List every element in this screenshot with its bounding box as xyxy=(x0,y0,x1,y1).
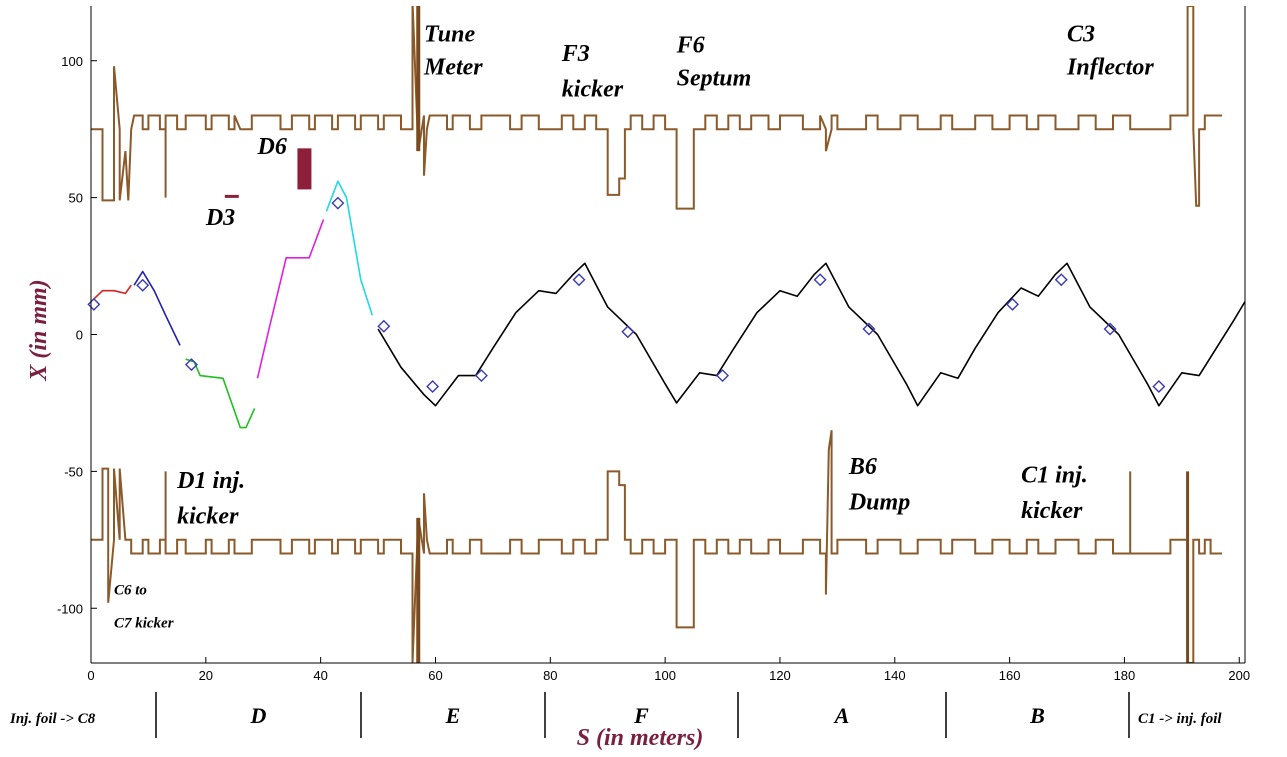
measurement-point xyxy=(862,322,876,336)
d6-aperture-block xyxy=(297,148,312,190)
element-annotation: Dump xyxy=(848,490,910,516)
orbit-series-2 xyxy=(185,358,256,429)
section-label: Inj. foil -> C8 xyxy=(9,711,96,727)
measurement-point xyxy=(1054,273,1068,287)
aperture-upper-line xyxy=(91,6,1222,210)
c1-lower-bar xyxy=(1186,471,1190,663)
section-label: F xyxy=(633,703,649,728)
x-tick-label: 20 xyxy=(199,668,213,683)
aperture-lower-line xyxy=(91,430,1222,663)
element-annotation: Septum xyxy=(677,65,752,91)
element-annotation: kicker xyxy=(177,503,239,529)
element-annotation: D6 xyxy=(256,134,286,160)
aperture-layer xyxy=(91,6,1222,663)
measurement-point xyxy=(474,369,488,383)
orbit-series-0 xyxy=(93,284,132,300)
orbit-series-4 xyxy=(325,180,374,316)
orbit-series-3 xyxy=(256,219,325,379)
measurement-point xyxy=(377,319,391,333)
tick-layer: 0 20 40 60 80 100 120 140 160 180 200 100 50 0 -50 -100 xyxy=(57,54,1250,683)
section-label: C1 -> inj. foil xyxy=(1138,711,1222,727)
x-tick-label: 80 xyxy=(543,668,557,683)
element-annotation: kicker xyxy=(562,76,624,102)
orbit-series-1 xyxy=(133,270,181,346)
element-annotation: B6 xyxy=(848,454,877,480)
element-annotation: F6 xyxy=(676,33,705,59)
measurement-point xyxy=(426,380,440,394)
element-annotation: kicker xyxy=(1021,498,1083,524)
element-annotation: F3 xyxy=(561,41,590,67)
x-tick-label: 200 xyxy=(1228,668,1250,683)
element-annotation: Meter xyxy=(423,54,483,80)
measurement-point xyxy=(184,358,198,372)
y-tick-label: 50 xyxy=(69,191,83,206)
x-tick-label: 120 xyxy=(769,668,791,683)
element-annotation: C1 inj. xyxy=(1021,462,1088,488)
measurement-point xyxy=(1152,380,1166,394)
measurement-point xyxy=(716,369,730,383)
element-annotation: D1 inj. xyxy=(176,468,245,494)
y-tick-label: -50 xyxy=(64,464,83,479)
section-label: E xyxy=(445,703,461,728)
annotation-layer: Tune Meter F3 kicker F6 Septum C3 Inflector D6 D3… xyxy=(114,22,1154,632)
tune-meter-upper-bar xyxy=(416,6,421,152)
element-annotation: C7 kicker xyxy=(114,615,174,631)
measurement-point xyxy=(1005,297,1019,311)
x-tick-label: 60 xyxy=(428,668,442,683)
measurement-point xyxy=(813,273,827,287)
section-label: A xyxy=(833,703,850,728)
section-label: D xyxy=(250,703,267,728)
measurement-point xyxy=(621,325,635,339)
element-annotation: C3 xyxy=(1067,22,1095,48)
x-tick-label: 100 xyxy=(654,668,676,683)
d3-aperture-block xyxy=(224,194,239,198)
x-tick-label: 180 xyxy=(1114,668,1136,683)
y-tick-label: 0 xyxy=(76,328,83,343)
series-layer xyxy=(93,180,1245,429)
marker-layer xyxy=(87,196,1166,394)
measurement-point xyxy=(572,273,586,287)
measurement-point xyxy=(331,196,345,210)
x-tick-label: 140 xyxy=(884,668,906,683)
measurement-point xyxy=(87,297,101,311)
measurement-point xyxy=(136,278,150,292)
element-annotation: C6 to xyxy=(114,583,147,599)
element-annotation: Inflector xyxy=(1066,54,1154,80)
element-annotation: Tune xyxy=(424,22,475,48)
x-tick-label: 160 xyxy=(999,668,1021,683)
tune-meter-lower-bar xyxy=(416,517,421,663)
x-tick-label: 0 xyxy=(87,668,94,683)
orbit-series-5 xyxy=(377,262,1245,407)
element-annotation: D3 xyxy=(205,205,235,231)
plot-frame xyxy=(90,6,1246,664)
x-tick-label: 40 xyxy=(313,668,327,683)
y-axis-label: X (in mm) xyxy=(26,279,52,381)
x-axis-label: S (in meters) xyxy=(577,725,704,751)
section-bar: Inj. foil -> C8 D E F A B C1 -> inj. foil xyxy=(9,692,1222,738)
y-tick-label: -100 xyxy=(57,601,83,616)
section-label: B xyxy=(1029,703,1045,728)
y-tick-label: 100 xyxy=(61,54,83,69)
measurement-point xyxy=(1103,322,1117,336)
